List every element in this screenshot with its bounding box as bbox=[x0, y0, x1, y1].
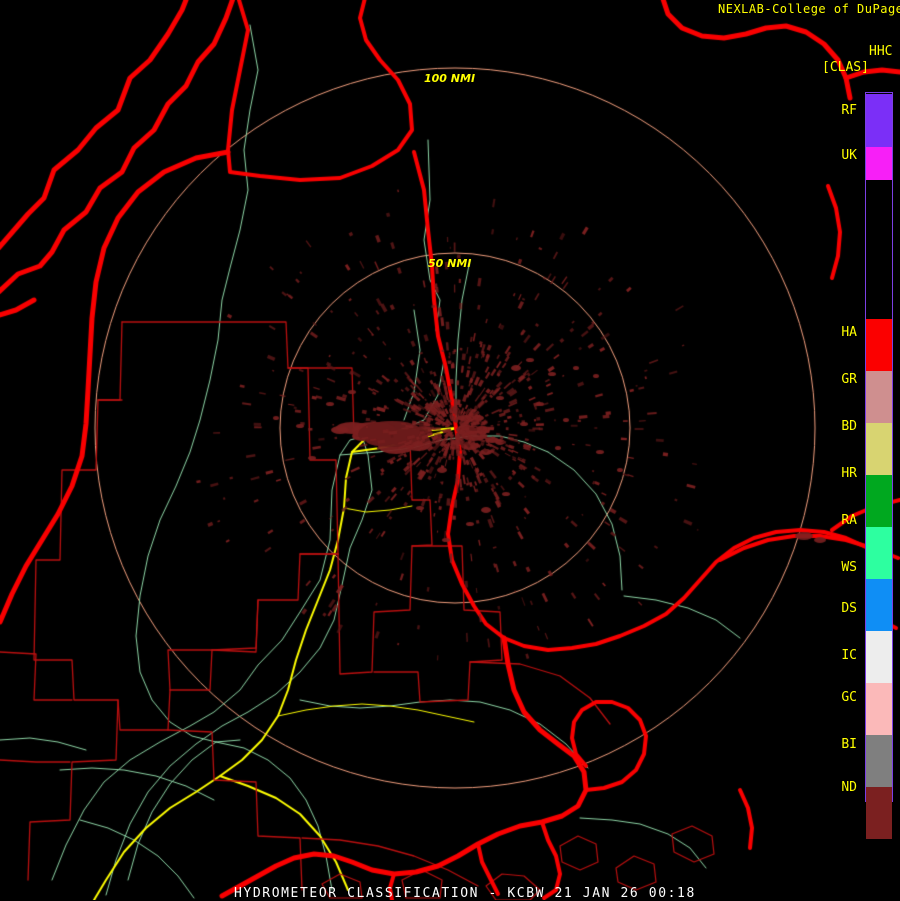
color-legend-swatch-graupel[interactable] bbox=[866, 371, 892, 423]
product-class-label: [CLAS] bbox=[822, 60, 869, 75]
color-legend-label-uk: UK bbox=[841, 148, 857, 163]
color-legend-swatch-big-drops[interactable] bbox=[866, 423, 892, 475]
range-ring-label-100nmi: 100 NMI bbox=[424, 72, 476, 85]
color-legend-swatch-unknown[interactable] bbox=[866, 147, 892, 180]
color-legend-swatch-range-folded[interactable] bbox=[866, 94, 892, 147]
color-legend-label-gc: GC bbox=[841, 690, 857, 705]
product-code-label: HHC bbox=[869, 44, 893, 59]
product-title-footer: HYDROMETEOR CLASSIFICATION - KCBW 21 JAN… bbox=[234, 886, 696, 901]
color-legend-label-ha: HA bbox=[841, 325, 857, 340]
color-legend-label-bi: BI bbox=[841, 737, 857, 752]
color-legend-label-ws: WS bbox=[841, 560, 857, 575]
color-legend[interactable] bbox=[865, 92, 893, 901]
brand-watermark: NEXLAB-College of DuPage bbox=[718, 2, 900, 16]
color-legend-swatch-ice-crystals[interactable] bbox=[866, 683, 892, 735]
color-legend-label-nd: ND bbox=[841, 780, 857, 795]
color-legend-label-ic: IC bbox=[841, 648, 857, 663]
color-legend-swatch-dry-snow[interactable] bbox=[866, 631, 892, 683]
range-ring-label-50nmi: 50 NMI bbox=[428, 257, 472, 270]
color-legend-swatch-wet-snow[interactable] bbox=[866, 579, 892, 631]
color-legend-swatch-rain[interactable] bbox=[866, 527, 892, 579]
color-legend-label-hr: HR bbox=[841, 466, 857, 481]
color-legend-label-bd: BD bbox=[841, 419, 857, 434]
color-legend-swatch-ground-clutter[interactable] bbox=[866, 735, 892, 787]
color-legend-swatch-gap[interactable] bbox=[866, 180, 892, 319]
color-legend-label-gr: GR bbox=[841, 372, 857, 387]
color-legend-label-ra: RA bbox=[841, 513, 857, 528]
color-legend-label-rf: RF bbox=[841, 103, 857, 118]
color-legend-swatch-heavy-rain[interactable] bbox=[866, 475, 892, 527]
color-legend-label-ds: DS bbox=[841, 601, 857, 616]
color-legend-swatch-hail[interactable] bbox=[866, 319, 892, 371]
color-legend-swatch-no-data[interactable] bbox=[866, 839, 892, 901]
color-legend-swatch-biological[interactable] bbox=[866, 787, 892, 839]
